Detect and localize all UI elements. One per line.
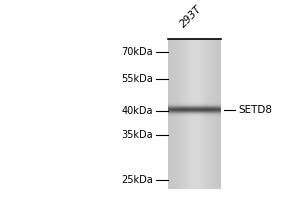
Text: 55kDa: 55kDa (121, 74, 153, 84)
Text: 40kDa: 40kDa (122, 106, 153, 116)
Text: 293T: 293T (178, 3, 204, 29)
Text: 35kDa: 35kDa (121, 130, 153, 140)
Text: 70kDa: 70kDa (121, 47, 153, 57)
Text: SETD8: SETD8 (238, 105, 272, 115)
Text: 25kDa: 25kDa (121, 175, 153, 185)
